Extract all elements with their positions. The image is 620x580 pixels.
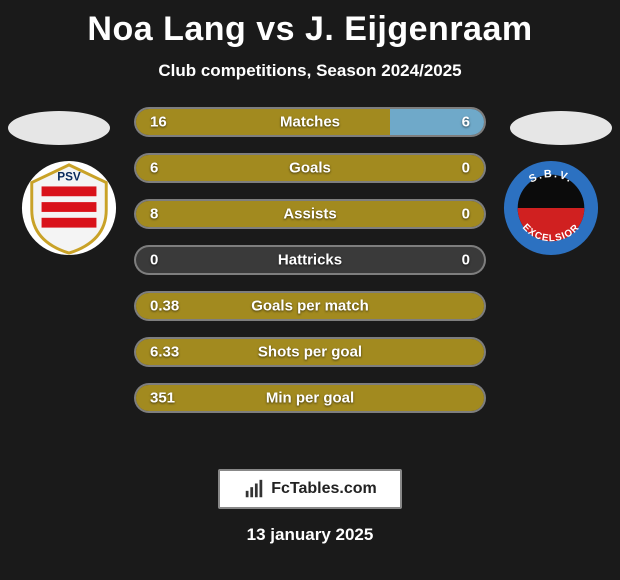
stat-value-p1: 16 xyxy=(150,114,167,131)
stat-row: 6 0 Goals xyxy=(134,153,486,183)
date-label: 13 january 2025 xyxy=(0,525,620,545)
stat-value-p2: 0 xyxy=(462,252,470,269)
subtitle: Club competitions, Season 2024/2025 xyxy=(0,61,620,81)
stat-label: Hattricks xyxy=(278,252,342,269)
stat-value-p2: 6 xyxy=(462,114,470,131)
stat-label: Goals per match xyxy=(251,298,369,315)
svg-text:PSV: PSV xyxy=(57,171,81,184)
player1-ellipse xyxy=(8,111,110,145)
player1-club-logo: PSV xyxy=(20,159,118,257)
stat-row: 351 Min per goal xyxy=(134,383,486,413)
stat-bars: 16 6 Matches 6 0 Goals 8 0 Assists 0 0 Hattricks 0.3… xyxy=(134,107,486,429)
stat-label: Shots per goal xyxy=(258,344,362,361)
stat-value-p1: 6.33 xyxy=(150,344,179,361)
stat-value-p1: 6 xyxy=(150,160,158,177)
stat-label: Goals xyxy=(289,160,331,177)
player2-club-logo: S.B.V. EXCELSIOR xyxy=(502,159,600,257)
brand-badge: FcTables.com xyxy=(218,469,402,509)
stat-row: 6.33 Shots per goal xyxy=(134,337,486,367)
stat-row: 0.38 Goals per match xyxy=(134,291,486,321)
comparison-chart: PSV S.B.V. EXCELSIOR 16 6 Matches 6 0 Goals 8 0… xyxy=(0,99,620,459)
stat-value-p1: 0 xyxy=(150,252,158,269)
stat-value-p1: 8 xyxy=(150,206,158,223)
stat-row: 16 6 Matches xyxy=(134,107,486,137)
stat-row: 0 0 Hattricks xyxy=(134,245,486,275)
player2-ellipse xyxy=(510,111,612,145)
stat-label: Min per goal xyxy=(266,390,354,407)
stat-row: 8 0 Assists xyxy=(134,199,486,229)
stat-label: Matches xyxy=(280,114,340,131)
stat-value-p1: 0.38 xyxy=(150,298,179,315)
stat-value-p1: 351 xyxy=(150,390,175,407)
stat-value-p2: 0 xyxy=(462,206,470,223)
stat-label: Assists xyxy=(283,206,336,223)
stat-bar-p1 xyxy=(136,109,390,135)
brand-label: FcTables.com xyxy=(271,480,377,498)
stat-value-p2: 0 xyxy=(462,160,470,177)
page-title: Noa Lang vs J. Eijgenraam xyxy=(0,0,620,49)
chart-icon xyxy=(243,478,265,500)
